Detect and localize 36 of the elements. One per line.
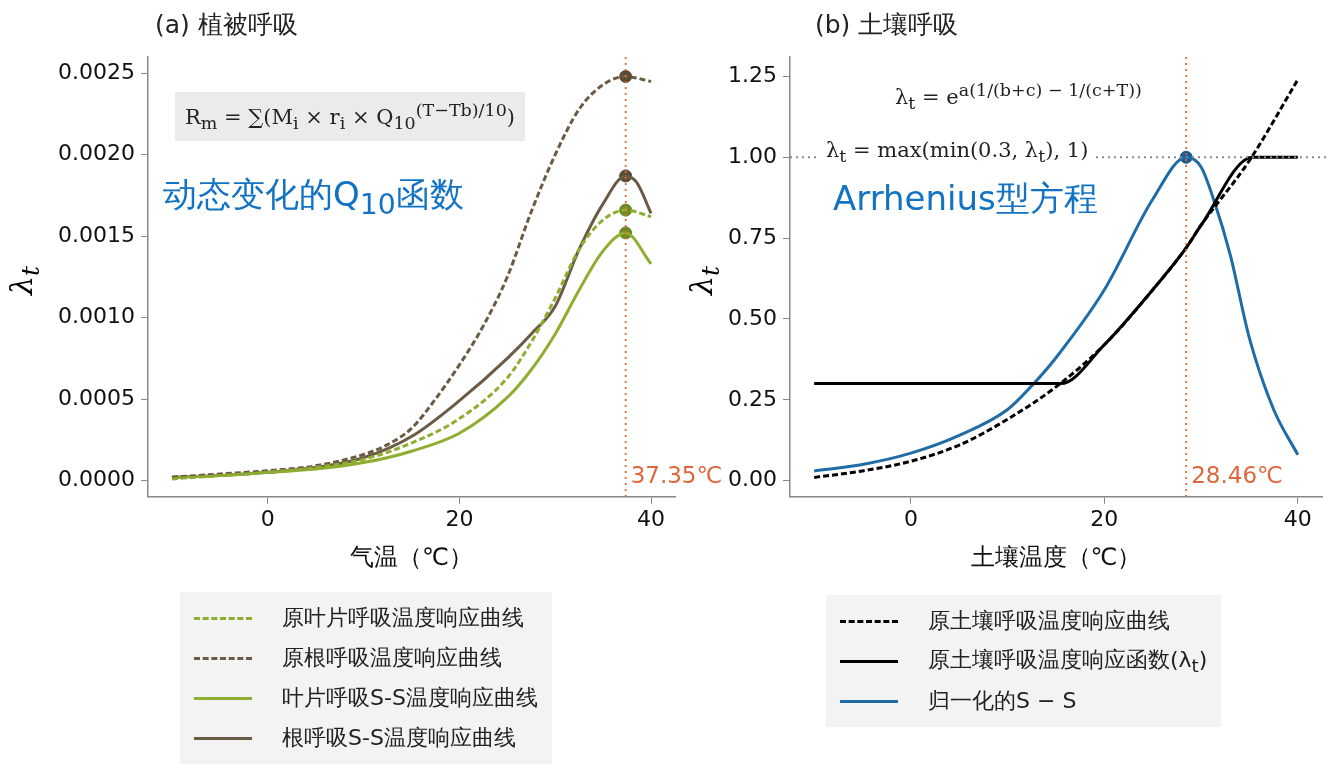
y-tick-label: 0.00	[728, 466, 777, 492]
legend-label: 原土壤呼吸温度响应函数(λ$_{t}$)	[928, 646, 1208, 677]
x-tick-label: 0	[903, 505, 918, 531]
x-tick-label: 40	[1283, 505, 1312, 531]
y-tick-label: 0.0015	[57, 221, 135, 247]
y-tick-label: 0.0020	[57, 140, 135, 166]
ref-line-label: 37.35℃	[630, 461, 723, 488]
y-tick-label: 0.25	[728, 385, 777, 411]
y-tick-label: 1.00	[728, 142, 777, 168]
x-tick-label: 20	[1090, 505, 1119, 531]
x-axis-title: 土壤温度（℃）	[970, 542, 1142, 571]
x-axis-title: 气温（℃）	[350, 542, 473, 571]
legend-label: 归一化的S − S	[928, 687, 1077, 715]
y-tick-label: 0.0000	[57, 466, 135, 492]
ref-line-label: 28.46℃	[1191, 462, 1283, 489]
legend-label: 原土壤呼吸温度响应曲线	[928, 607, 1170, 635]
text: R$_{m}$ = ∑(M$_{i}$ × r$_{i}$ × Q$_{10}$$^{(T−Tb)/10}$)	[185, 100, 515, 134]
y-tick-label: 0.50	[728, 304, 777, 330]
legend-label: 叶片呼吸S-S温度响应曲线	[282, 684, 538, 712]
x-tick-label: 40	[637, 505, 666, 531]
x-tick-label: 20	[445, 505, 474, 531]
chart-title: (a) 植被呼吸	[155, 9, 298, 41]
y-tick-label: 0.75	[728, 223, 777, 249]
y-tick-label: 0.0010	[57, 303, 135, 329]
chart-title: (b) 土壤呼吸	[815, 9, 959, 41]
y-tick-label: 0.0025	[57, 59, 135, 85]
annotation: λ$_{t}$ = e$^{a(1/(b+c) − 1/(c+T))}$	[895, 80, 1142, 114]
y-tick-label: 1.25	[728, 62, 777, 88]
legend-label: 原根呼吸温度响应曲线	[282, 644, 502, 672]
annotation: Arrhenius型方程	[833, 177, 1098, 220]
y-tick-label: 0.0005	[57, 384, 135, 410]
annotation: 动态变化的Q$_{10}$函数	[163, 173, 464, 221]
legend-label: 根呼吸S-S温度响应曲线	[282, 724, 516, 752]
annotation: λ$_{t}$ = max(min(0.3, λ$_{t}$), 1)	[818, 138, 1097, 167]
x-tick-label: 0	[260, 505, 275, 531]
legend-label: 原叶片呼吸温度响应曲线	[282, 604, 524, 632]
